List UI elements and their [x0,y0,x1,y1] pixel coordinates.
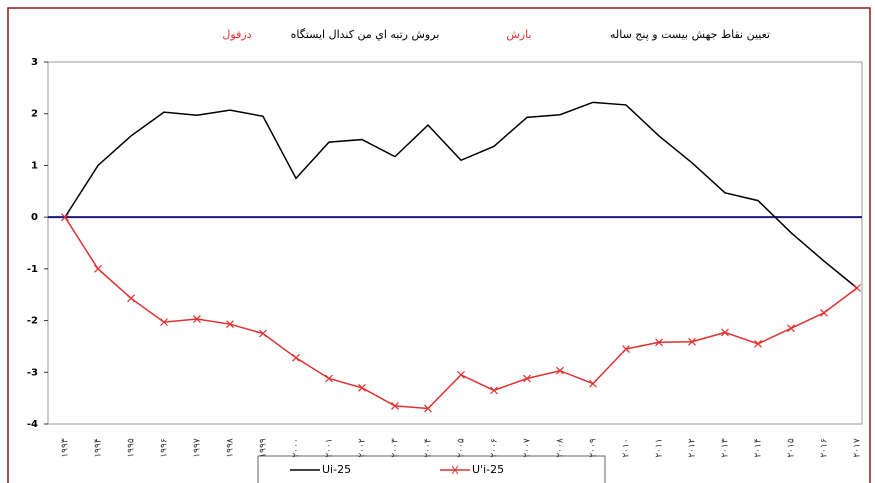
point-marker [787,324,795,333]
point-marker [556,366,564,375]
point-marker [490,386,498,395]
point-marker [127,294,135,303]
x-tick-label: ۲۰۱۲ [688,438,698,458]
point-marker [391,401,399,410]
point-marker [457,370,465,379]
x-tick-label: ۱۹۹۸ [226,438,236,458]
x-tick-label: ۱۹۹۴ [94,438,104,458]
x-tick-label: ۲۰۱۵ [787,438,797,458]
point-marker [754,339,762,348]
point-marker [325,374,333,383]
point-marker [61,213,69,222]
point-marker [589,379,597,388]
legend-marker [451,465,459,475]
point-marker [853,284,861,292]
chart-title: دزفول [222,28,251,41]
y-tick-label: 3 [31,57,38,68]
x-tick-label: ۲۰۱۴ [754,438,764,458]
x-tick-label: ۲۰۰۲ [358,438,368,458]
point-marker [292,353,300,362]
x-tick-label: ۲۰۱۶ [820,438,830,458]
x-tick-label: ۱۹۹۹ [259,438,269,458]
chart-title: بروش رتبه اي من كندال ايستگاه [291,28,440,41]
y-tick-label: -2 [27,316,38,327]
x-tick-label: ۲۰۱۰ [622,438,632,457]
x-tick-label: ۲۰۱۳ [721,438,731,458]
x-tick-label: ۲۰۰۴ [424,438,434,458]
x-tick-label: ۲۰۰۵ [457,438,467,458]
legend-label: U'i-25 [472,463,504,476]
y-tick-label: -4 [27,419,38,430]
y-tick-label: 2 [31,109,38,120]
x-tick-label: ۲۰۰۶ [490,438,500,458]
point-marker [358,383,366,392]
x-tick-label: ۲۰۱۷ [853,438,863,458]
point-marker [193,315,201,323]
point-marker [523,374,531,383]
point-marker [655,338,663,347]
legend-label: Ui-25 [322,463,351,476]
point-marker [622,345,630,353]
y-tick-label: 0 [31,212,38,223]
x-tick-label: ۱۹۹۷ [193,438,203,458]
plot-area [47,61,863,425]
x-tick-label: ۲۰۰۸ [556,438,566,458]
point-marker [424,404,432,413]
x-tick-label: ۱۹۹۳ [61,438,71,458]
point-marker [688,337,696,346]
point-marker [259,329,267,338]
point-marker [226,320,234,329]
point-marker [94,264,102,273]
point-marker [160,318,168,327]
y-tick-label: -3 [27,367,38,378]
x-tick-label: ۲۰۰۳ [391,438,401,458]
x-tick-label: ۱۹۹۶ [160,438,170,458]
chart-title: بارش [506,28,531,41]
x-tick-label: ۲۰۰۷ [523,438,533,458]
chart-title: تعیین نقاط جهش بیست و پنج ساله [610,28,770,41]
point-marker [820,308,828,317]
series-line [64,101,858,289]
x-tick-label: ۲۰۱۱ [655,438,665,457]
x-tick-label: ۲۰۰۱ [325,438,335,457]
point-marker [721,328,729,337]
x-tick-label: ۲۰۰۹ [589,438,599,458]
x-tick-label: ۱۹۹۵ [127,438,137,458]
y-tick-label: -1 [27,264,38,275]
x-tick-label: ۲۰۰۰ [292,438,302,457]
chart-frame [7,7,871,483]
y-tick-label: 1 [31,160,38,171]
